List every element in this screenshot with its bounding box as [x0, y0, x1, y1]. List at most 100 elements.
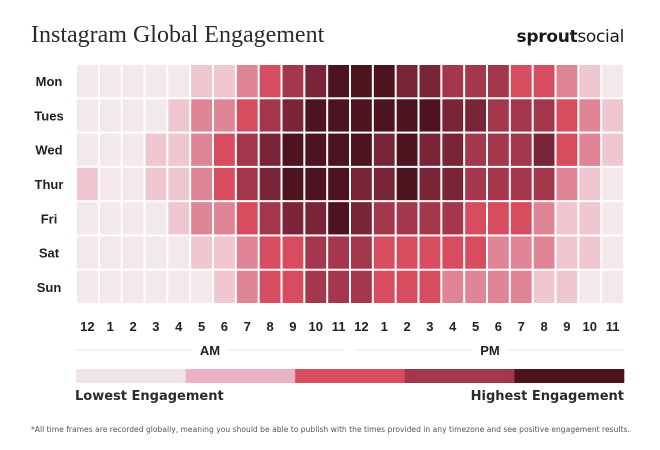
heatmap-cell — [236, 202, 258, 235]
column-tick-label: 9 — [289, 319, 296, 334]
heatmap-cell — [533, 202, 555, 235]
heatmap-cell — [556, 65, 578, 98]
heatmap-cell — [419, 236, 441, 269]
heatmap-cell — [99, 99, 121, 132]
heatmap-cell — [396, 65, 418, 98]
heatmap-cell — [214, 270, 235, 303]
heatmap-cell — [373, 99, 395, 132]
heatmap-cell — [556, 236, 578, 269]
heatmap-cell — [191, 133, 212, 166]
heatmap-cell — [99, 133, 121, 166]
column-tick-label: 4 — [175, 319, 183, 334]
heatmap-cell — [556, 270, 578, 303]
heatmap-cell — [259, 167, 281, 201]
row-label: Fri — [41, 211, 58, 226]
heatmap-cell — [77, 65, 98, 98]
logo-bold-text: sprout — [516, 27, 578, 47]
heatmap-cell — [282, 270, 304, 303]
heatmap-cell — [510, 167, 532, 201]
heatmap-cell — [259, 99, 281, 132]
heatmap-cell — [510, 202, 532, 235]
row-label: Sat — [39, 246, 60, 261]
row-label: Wed — [35, 143, 62, 158]
heatmap-cell — [145, 167, 167, 201]
heatmap-cell — [419, 167, 441, 201]
heatmap-cell — [259, 236, 281, 269]
heatmap-cell — [373, 133, 395, 166]
heatmap-cell — [214, 133, 235, 166]
heatmap-cell — [168, 270, 190, 303]
column-tick-label: 11 — [332, 319, 346, 334]
heatmap-cell — [510, 99, 532, 132]
legend-color-block — [404, 369, 515, 383]
heatmap-cell — [351, 65, 372, 98]
heatmap-cell — [191, 167, 212, 201]
legend-color-block — [295, 369, 406, 383]
heatmap-cell — [465, 99, 486, 132]
heatmap-cell — [236, 133, 258, 166]
column-tick-label: 4 — [449, 319, 457, 334]
heatmap-cell — [556, 99, 578, 132]
heatmap-cell — [328, 236, 349, 269]
heatmap-cell — [396, 167, 418, 201]
column-tick-label: 2 — [129, 319, 136, 334]
row-label: Sun — [37, 280, 62, 295]
heatmap-cell — [442, 236, 464, 269]
heatmap-cell — [396, 236, 418, 269]
heatmap-cell — [579, 270, 601, 303]
logo-light-text: social — [577, 27, 624, 47]
heatmap-cell — [510, 133, 532, 166]
column-tick-label: 10 — [583, 319, 597, 334]
heatmap-cell — [442, 167, 464, 201]
heatmap-cell — [419, 99, 441, 132]
heatmap-cell — [351, 270, 372, 303]
heatmap-cell — [214, 99, 235, 132]
legend-color-block — [514, 369, 625, 383]
heatmap-cell — [191, 65, 212, 98]
heatmap-cell — [191, 236, 212, 269]
heatmap-cell — [488, 167, 509, 201]
column-tick-label: 1 — [381, 319, 388, 334]
heatmap-cell — [373, 65, 395, 98]
column-tick-label: 7 — [244, 319, 251, 334]
legend-low-label: Lowest Engagement — [75, 389, 224, 404]
heatmap-cell — [191, 99, 212, 132]
heatmap-cell — [236, 236, 258, 269]
period-label: PM — [480, 343, 500, 358]
heatmap-cell — [465, 270, 486, 303]
heatmap-cell — [145, 236, 167, 269]
heatmap-cell — [168, 202, 190, 235]
heatmap-cell — [305, 65, 327, 98]
row-label: Thur — [35, 177, 64, 192]
heatmap-cell — [351, 133, 372, 166]
heatmap-cell — [305, 202, 327, 235]
heatmap-cell — [533, 65, 555, 98]
heatmap-cell — [236, 65, 258, 98]
heatmap-cell — [602, 270, 623, 303]
heatmap-cell — [122, 236, 144, 269]
chart-title: Instagram Global Engagement — [31, 22, 325, 48]
heatmap-cell — [396, 202, 418, 235]
heatmap-cell — [214, 202, 235, 235]
heatmap-cell — [602, 99, 623, 132]
heatmap-cell — [328, 133, 349, 166]
column-tick-label: 10 — [309, 319, 323, 334]
heatmap-cell — [122, 99, 144, 132]
sproutsocial-logo: sproutsocial — [516, 27, 625, 47]
heatmap-cell — [351, 99, 372, 132]
heatmap-cell — [373, 202, 395, 235]
heatmap-cell — [168, 65, 190, 98]
heatmap-cell — [77, 236, 98, 269]
heatmap-cell — [328, 270, 349, 303]
heatmap-cell — [122, 270, 144, 303]
heatmap-cell — [168, 133, 190, 166]
heatmap-cell — [77, 99, 98, 132]
heatmap-cell — [351, 167, 372, 201]
column-tick-label: 1 — [107, 319, 114, 334]
heatmap-cell — [214, 167, 235, 201]
heatmap-cell — [282, 236, 304, 269]
heatmap-cell — [488, 270, 509, 303]
heatmap-cell — [122, 133, 144, 166]
heatmap-cell — [305, 133, 327, 166]
